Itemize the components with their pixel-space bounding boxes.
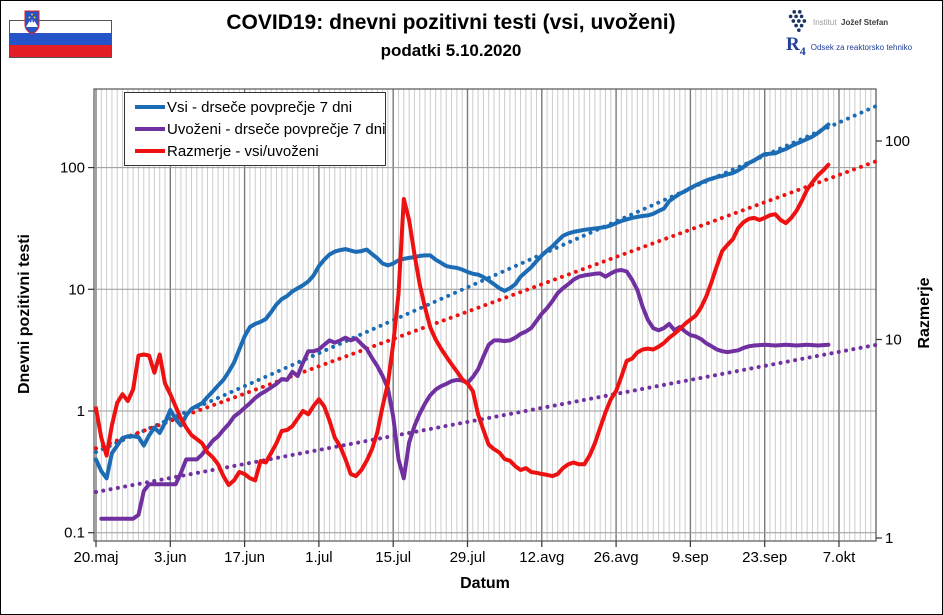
ijs-dots-icon [788, 10, 807, 32]
x-tick-label: 7.okt [823, 549, 856, 566]
x-tick-label: 17.jun [224, 549, 265, 566]
legend-label-uvozeni: Uvoženi - drseče povprečje 7 dni [167, 120, 386, 138]
legend-line-sample-vsi [135, 105, 165, 109]
y-axis-title-right: Razmerje [916, 277, 933, 349]
x-tick-label: 23.sep [742, 549, 787, 566]
plot-border [93, 88, 877, 542]
flag-band-red [10, 45, 111, 57]
coat-of-arms-icon [24, 10, 40, 35]
y-left-tick-label: 10 [68, 281, 85, 298]
chart-subtitle: podatki 5.10.2020 [380, 41, 522, 60]
x-tick-label: 15.jul [375, 549, 411, 566]
institute-name: Jožef Stefan [841, 18, 889, 27]
institute-logos: Institut Jožef Stefan R4 Odsek za reakto… [786, 9, 936, 63]
series-uvoženi [99, 268, 831, 521]
x-tick-label: 29.jul [450, 549, 486, 566]
axes [88, 88, 882, 547]
y-right-tick-label: 10 [885, 332, 902, 349]
y-axis-title-left: Dnevni pozitivni testi [16, 234, 33, 395]
y-left-tick-label: 0.1 [64, 525, 85, 542]
y-right-tick-label: 100 [885, 133, 910, 150]
legend-item-uvozeni: Uvoženi - drseče povprečje 7 dni [135, 118, 385, 140]
series-trend-razmerje [94, 159, 879, 451]
x-tick-label: 3.jun [154, 549, 187, 566]
series-razmerje [94, 162, 831, 487]
r4-logo-row: R4 Odsek za reaktorsko tehniko [786, 34, 936, 59]
series-lines [94, 104, 879, 521]
x-tick-label: 12.avg [519, 549, 564, 566]
x-tick-label: 20.maj [73, 549, 118, 566]
ijs-logo-text: Institut Jožef Stefan [813, 12, 888, 30]
series-vsi [94, 122, 831, 481]
legend-item-vsi: Vsi - drseče povprečje 7 dni [135, 96, 385, 118]
y-left-tick-label: 1 [77, 403, 85, 420]
x-tick-label: 1.jul [305, 549, 333, 566]
legend-label-razmerje: Razmerje - vsi/uvoženi [167, 142, 319, 160]
tick-labels: 20.maj 3.jun 17.jun 1.jul 15.jul 29.jul 12.avg… [60, 133, 910, 566]
institute-prefix: Institut [813, 18, 837, 27]
legend-line-sample-razmerje [135, 149, 165, 153]
y-right-tick-label: 1 [885, 530, 893, 547]
legend-item-razmerje: Razmerje - vsi/uvoženi [135, 140, 385, 162]
r4-icon: R4 [786, 34, 806, 58]
x-tick-label: 26.avg [594, 549, 639, 566]
y-left-tick-label: 100 [60, 160, 85, 177]
department-name: Odsek za reaktorsko tehniko [810, 43, 913, 53]
flag-band-blue [10, 33, 111, 45]
chart-title: COVID19: dnevni pozitivni testi (vsi, uv… [226, 11, 676, 34]
x-tick-label: 9.sep [672, 549, 709, 566]
series-trend-uvozeni [94, 342, 879, 494]
slovenia-flag [9, 10, 112, 58]
legend-line-sample-uvozeni [135, 127, 165, 131]
legend: Vsi - drseče povprečje 7 dni Uvoženi - d… [124, 92, 386, 166]
x-axis-title: Datum [460, 575, 510, 592]
ijs-logo-row: Institut Jožef Stefan [786, 9, 936, 33]
legend-label-vsi: Vsi - drseče povprečje 7 dni [167, 98, 353, 116]
